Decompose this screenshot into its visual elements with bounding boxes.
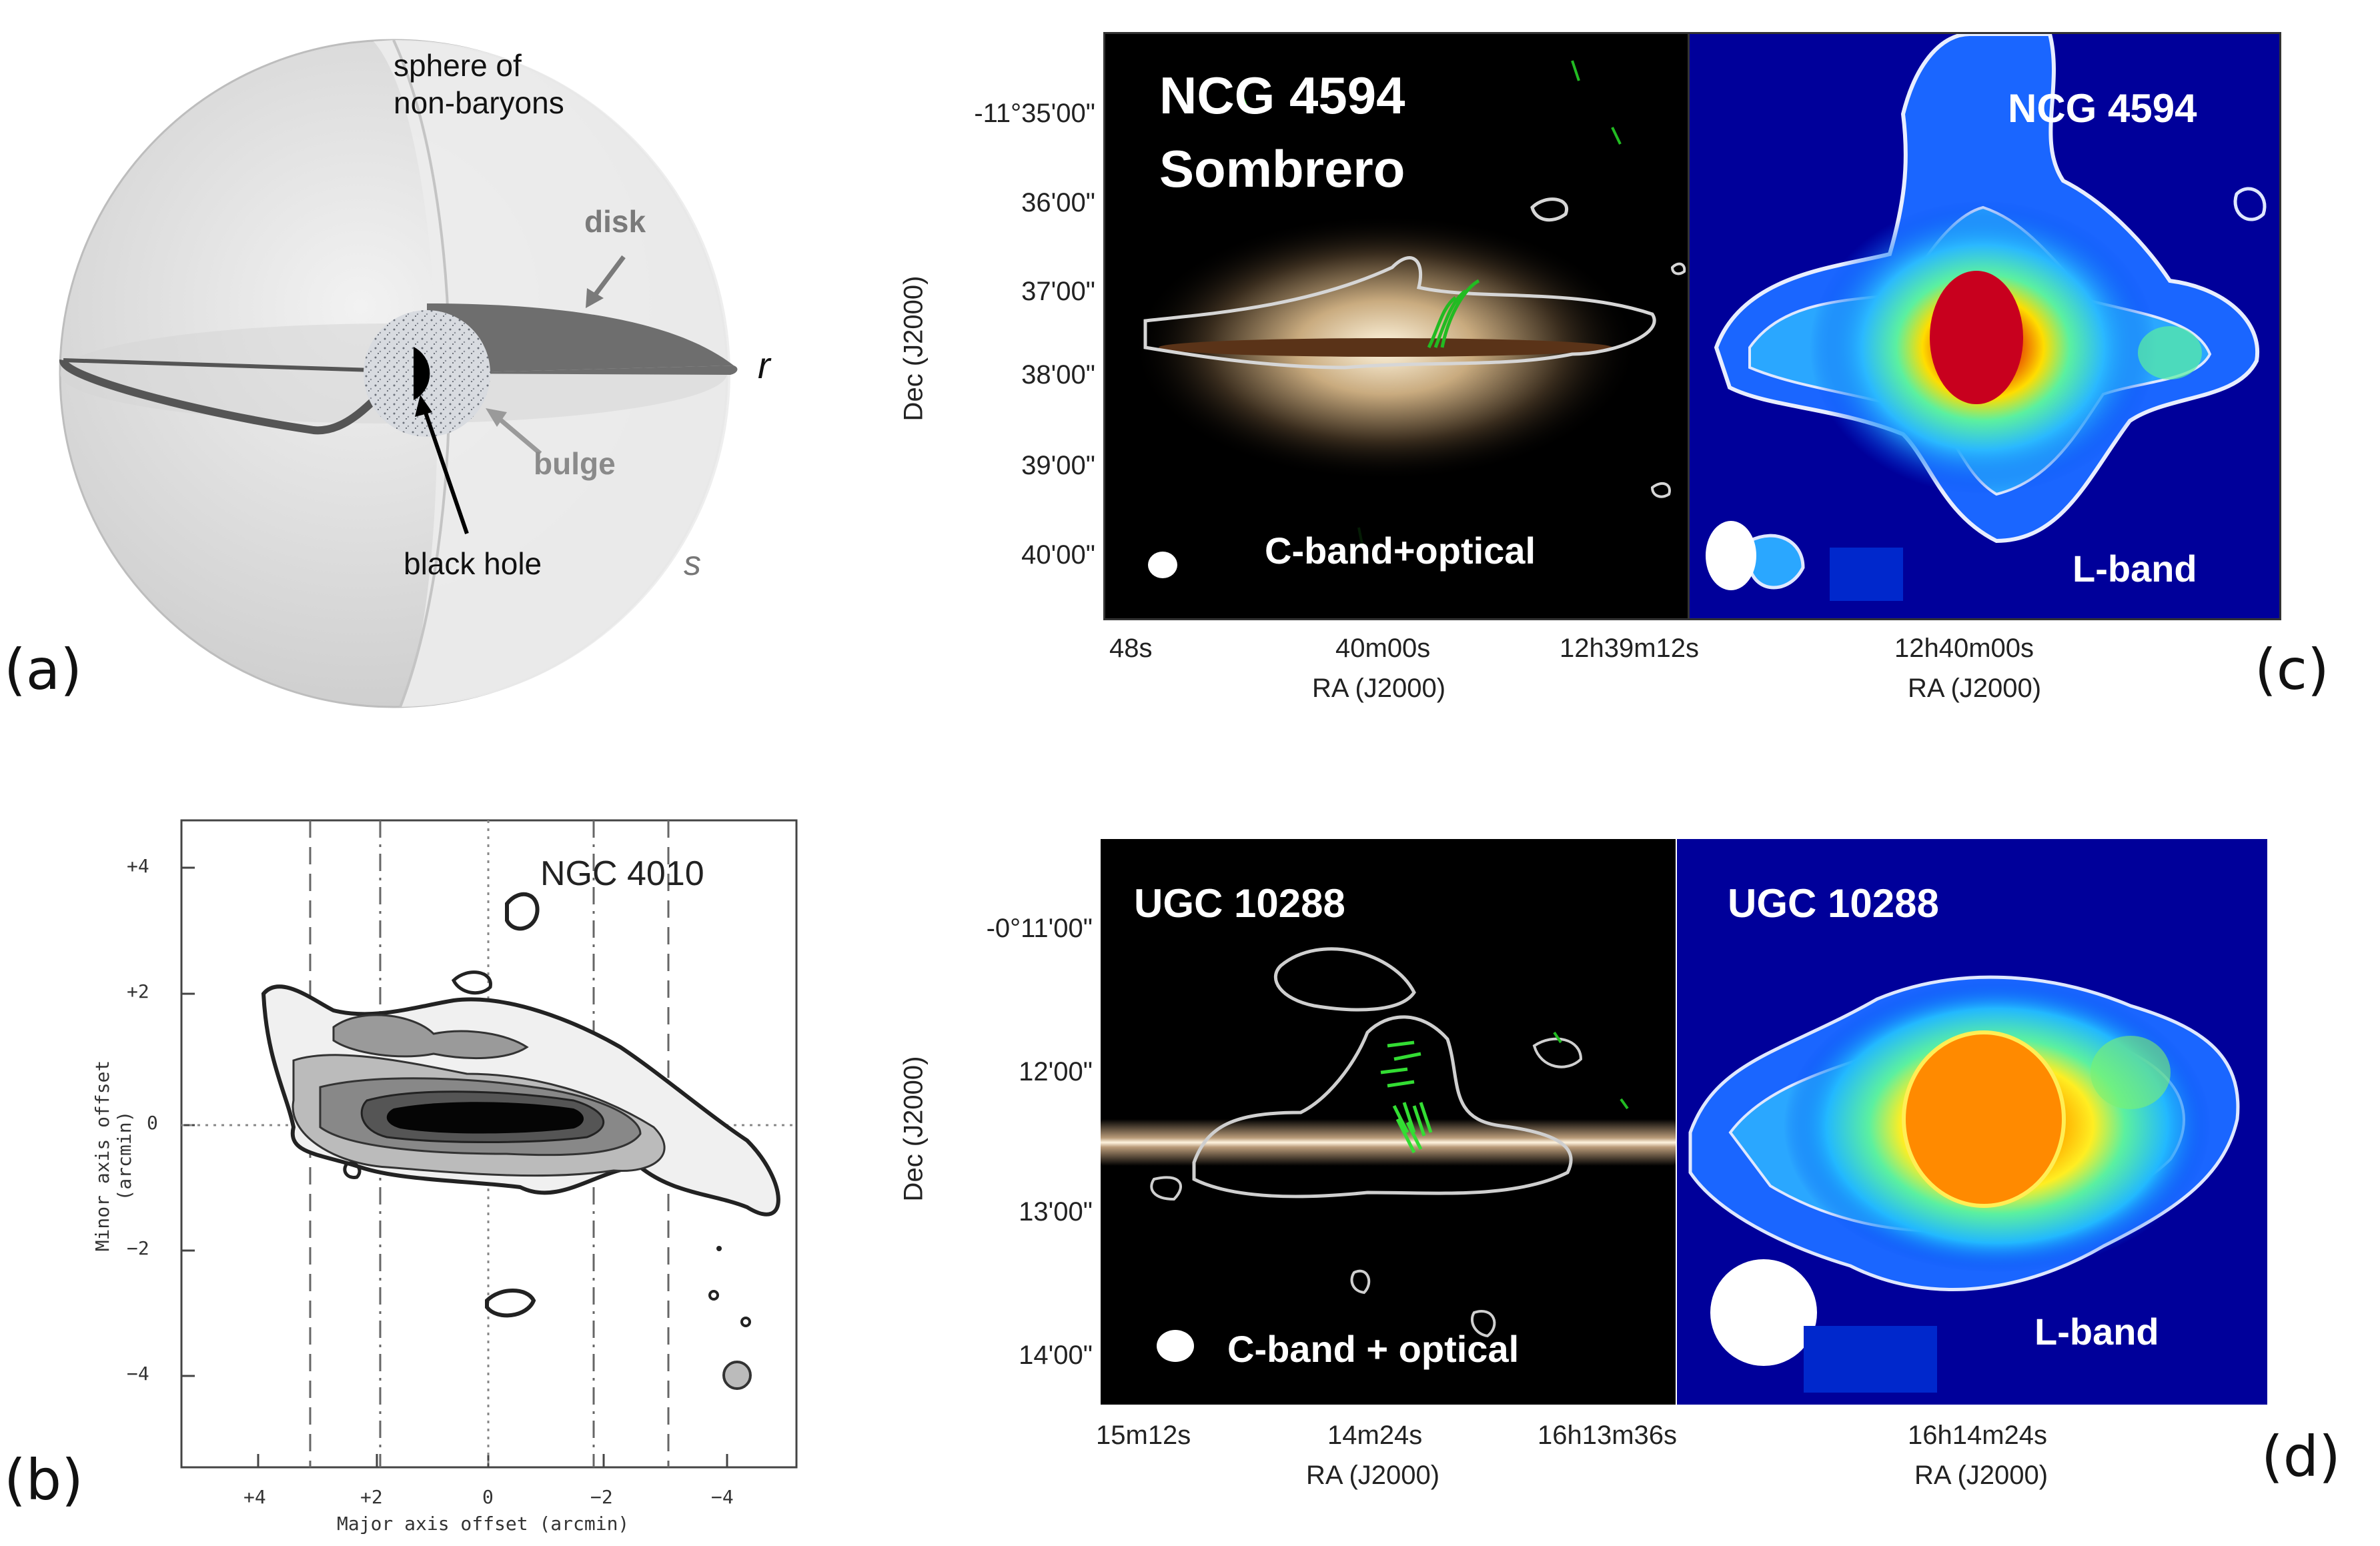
x-axis-label: Major axis offset (arcmin) — [337, 1513, 630, 1535]
panel-d-left-title: UGC 10288 — [1134, 881, 1345, 926]
y-tick: 0 — [147, 1112, 158, 1134]
beam-marker — [722, 1361, 752, 1390]
sphere-label-line2: non-baryons — [394, 85, 564, 120]
panel-d-radio-image — [1677, 839, 2267, 1405]
x-tick: 12h39m12s — [1560, 634, 1700, 663]
s-label: s — [684, 544, 701, 583]
panel-c-x-label-right: RA (J2000) — [1908, 674, 2042, 703]
black-hole-shape — [414, 347, 430, 400]
y-tick: 40'00" — [1021, 540, 1095, 570]
panel-c-right-band: L-band — [2072, 548, 2197, 590]
y-tick: 13'00" — [1019, 1197, 1093, 1227]
x-tick: 0 — [482, 1486, 494, 1508]
y-tick: 36'00" — [1021, 188, 1095, 217]
panel-b: NGC 4010 +4 +2 0 −2 −4 +4 +2 0 −2 −4 Maj… — [0, 780, 814, 1546]
panel-c-y-label: Dec (J2000) — [899, 275, 929, 422]
panel-c-label: (c) — [2255, 637, 2329, 702]
x-tick: −4 — [711, 1486, 734, 1508]
panel-c-optical-image — [1103, 32, 1706, 620]
y-tick: +4 — [127, 855, 149, 877]
x-tick: 14m24s — [1327, 1421, 1423, 1450]
sombrero-galaxy-image — [1132, 60, 1686, 614]
title-line2: Sombrero — [1159, 139, 1405, 198]
y-axis-label: Minor axis offset (arcmin) — [91, 1060, 135, 1252]
panel-d-right-title: UGC 10288 — [1728, 881, 1939, 926]
panel-b-label: (b) — [4, 1447, 83, 1513]
panel-a-label: (a) — [4, 637, 83, 702]
title-line1: NCG 4594 — [1159, 66, 1405, 125]
x-tick: 15m12s — [1096, 1421, 1191, 1450]
x-tick: 16h14m24s — [1908, 1421, 2048, 1450]
r-label: r — [758, 344, 770, 386]
x-tick: −2 — [590, 1486, 613, 1508]
x-tick: 16h13m36s — [1538, 1421, 1678, 1450]
sphere-label: sphere of non-baryons — [394, 47, 564, 121]
ugc10288-optical-image — [1101, 947, 1676, 1362]
panel-a: sphere of non-baryons disk bulge black h… — [0, 0, 770, 734]
x-tick: 48s — [1109, 634, 1153, 663]
black-hole-label: black hole — [404, 546, 542, 581]
panel-d-left-band: C-band + optical — [1227, 1328, 1520, 1370]
panel-d-optical-image — [1101, 839, 1676, 1405]
panel-c-right-title: NCG 4594 — [2008, 86, 2197, 131]
panel-c-radio-image — [1688, 32, 2281, 620]
sphere-label-line1: sphere of — [394, 48, 522, 83]
sphere-diagram — [59, 39, 738, 708]
x-tick: 12h40m00s — [1894, 634, 2034, 663]
panel-c-left-title: NCG 4594 Sombrero — [1159, 59, 1405, 205]
y-tick: −4 — [127, 1363, 149, 1385]
disk-edge — [59, 359, 404, 435]
y-tick: -11°35'00" — [974, 99, 1095, 128]
panel-b-title: NGC 4010 — [540, 854, 704, 893]
panel-d-label: (d) — [2261, 1424, 2341, 1489]
panel-d: UGC 10288 C-band + optical UG — [860, 807, 2380, 1546]
y-tick: −2 — [127, 1237, 149, 1259]
panel-d-x-label-left: RA (J2000) — [1306, 1461, 1440, 1490]
y-tick: 14'00" — [1019, 1341, 1093, 1370]
x-tick: +2 — [360, 1486, 383, 1508]
y-tick: 38'00" — [1021, 360, 1095, 390]
y-tick: 12'00" — [1019, 1057, 1093, 1086]
y-tick: 39'00" — [1021, 451, 1095, 480]
panel-c-x-label-left: RA (J2000) — [1312, 674, 1446, 703]
panel-c-left-band: C-band+optical — [1265, 530, 1536, 572]
bulge-label: bulge — [534, 446, 616, 481]
panel-d-y-label: Dec (J2000) — [899, 1056, 929, 1202]
y-tick: -0°11'00" — [986, 914, 1093, 943]
x-tick: +4 — [243, 1486, 266, 1508]
beam-ellipse — [1710, 1259, 1817, 1366]
panel-d-right-band: L-band — [2034, 1311, 2159, 1353]
contour-plot — [180, 819, 798, 1469]
x-tick: 40m00s — [1335, 634, 1431, 663]
panel-c: NCG 4594 Sombrero C-band+optical — [860, 0, 2380, 754]
y-tick: +2 — [127, 980, 149, 1002]
sombrero-radio-map — [1706, 34, 2267, 601]
disk-shape — [427, 365, 738, 375]
disk-label: disk — [584, 204, 646, 239]
ugc10288-radio-map — [1688, 975, 2240, 1393]
beam-ellipse — [1706, 521, 1756, 590]
beam-ellipse — [1148, 552, 1177, 578]
panel-d-x-label-right: RA (J2000) — [1914, 1461, 2048, 1490]
beam-ellipse — [1157, 1330, 1194, 1362]
y-tick: 37'00" — [1021, 277, 1095, 306]
